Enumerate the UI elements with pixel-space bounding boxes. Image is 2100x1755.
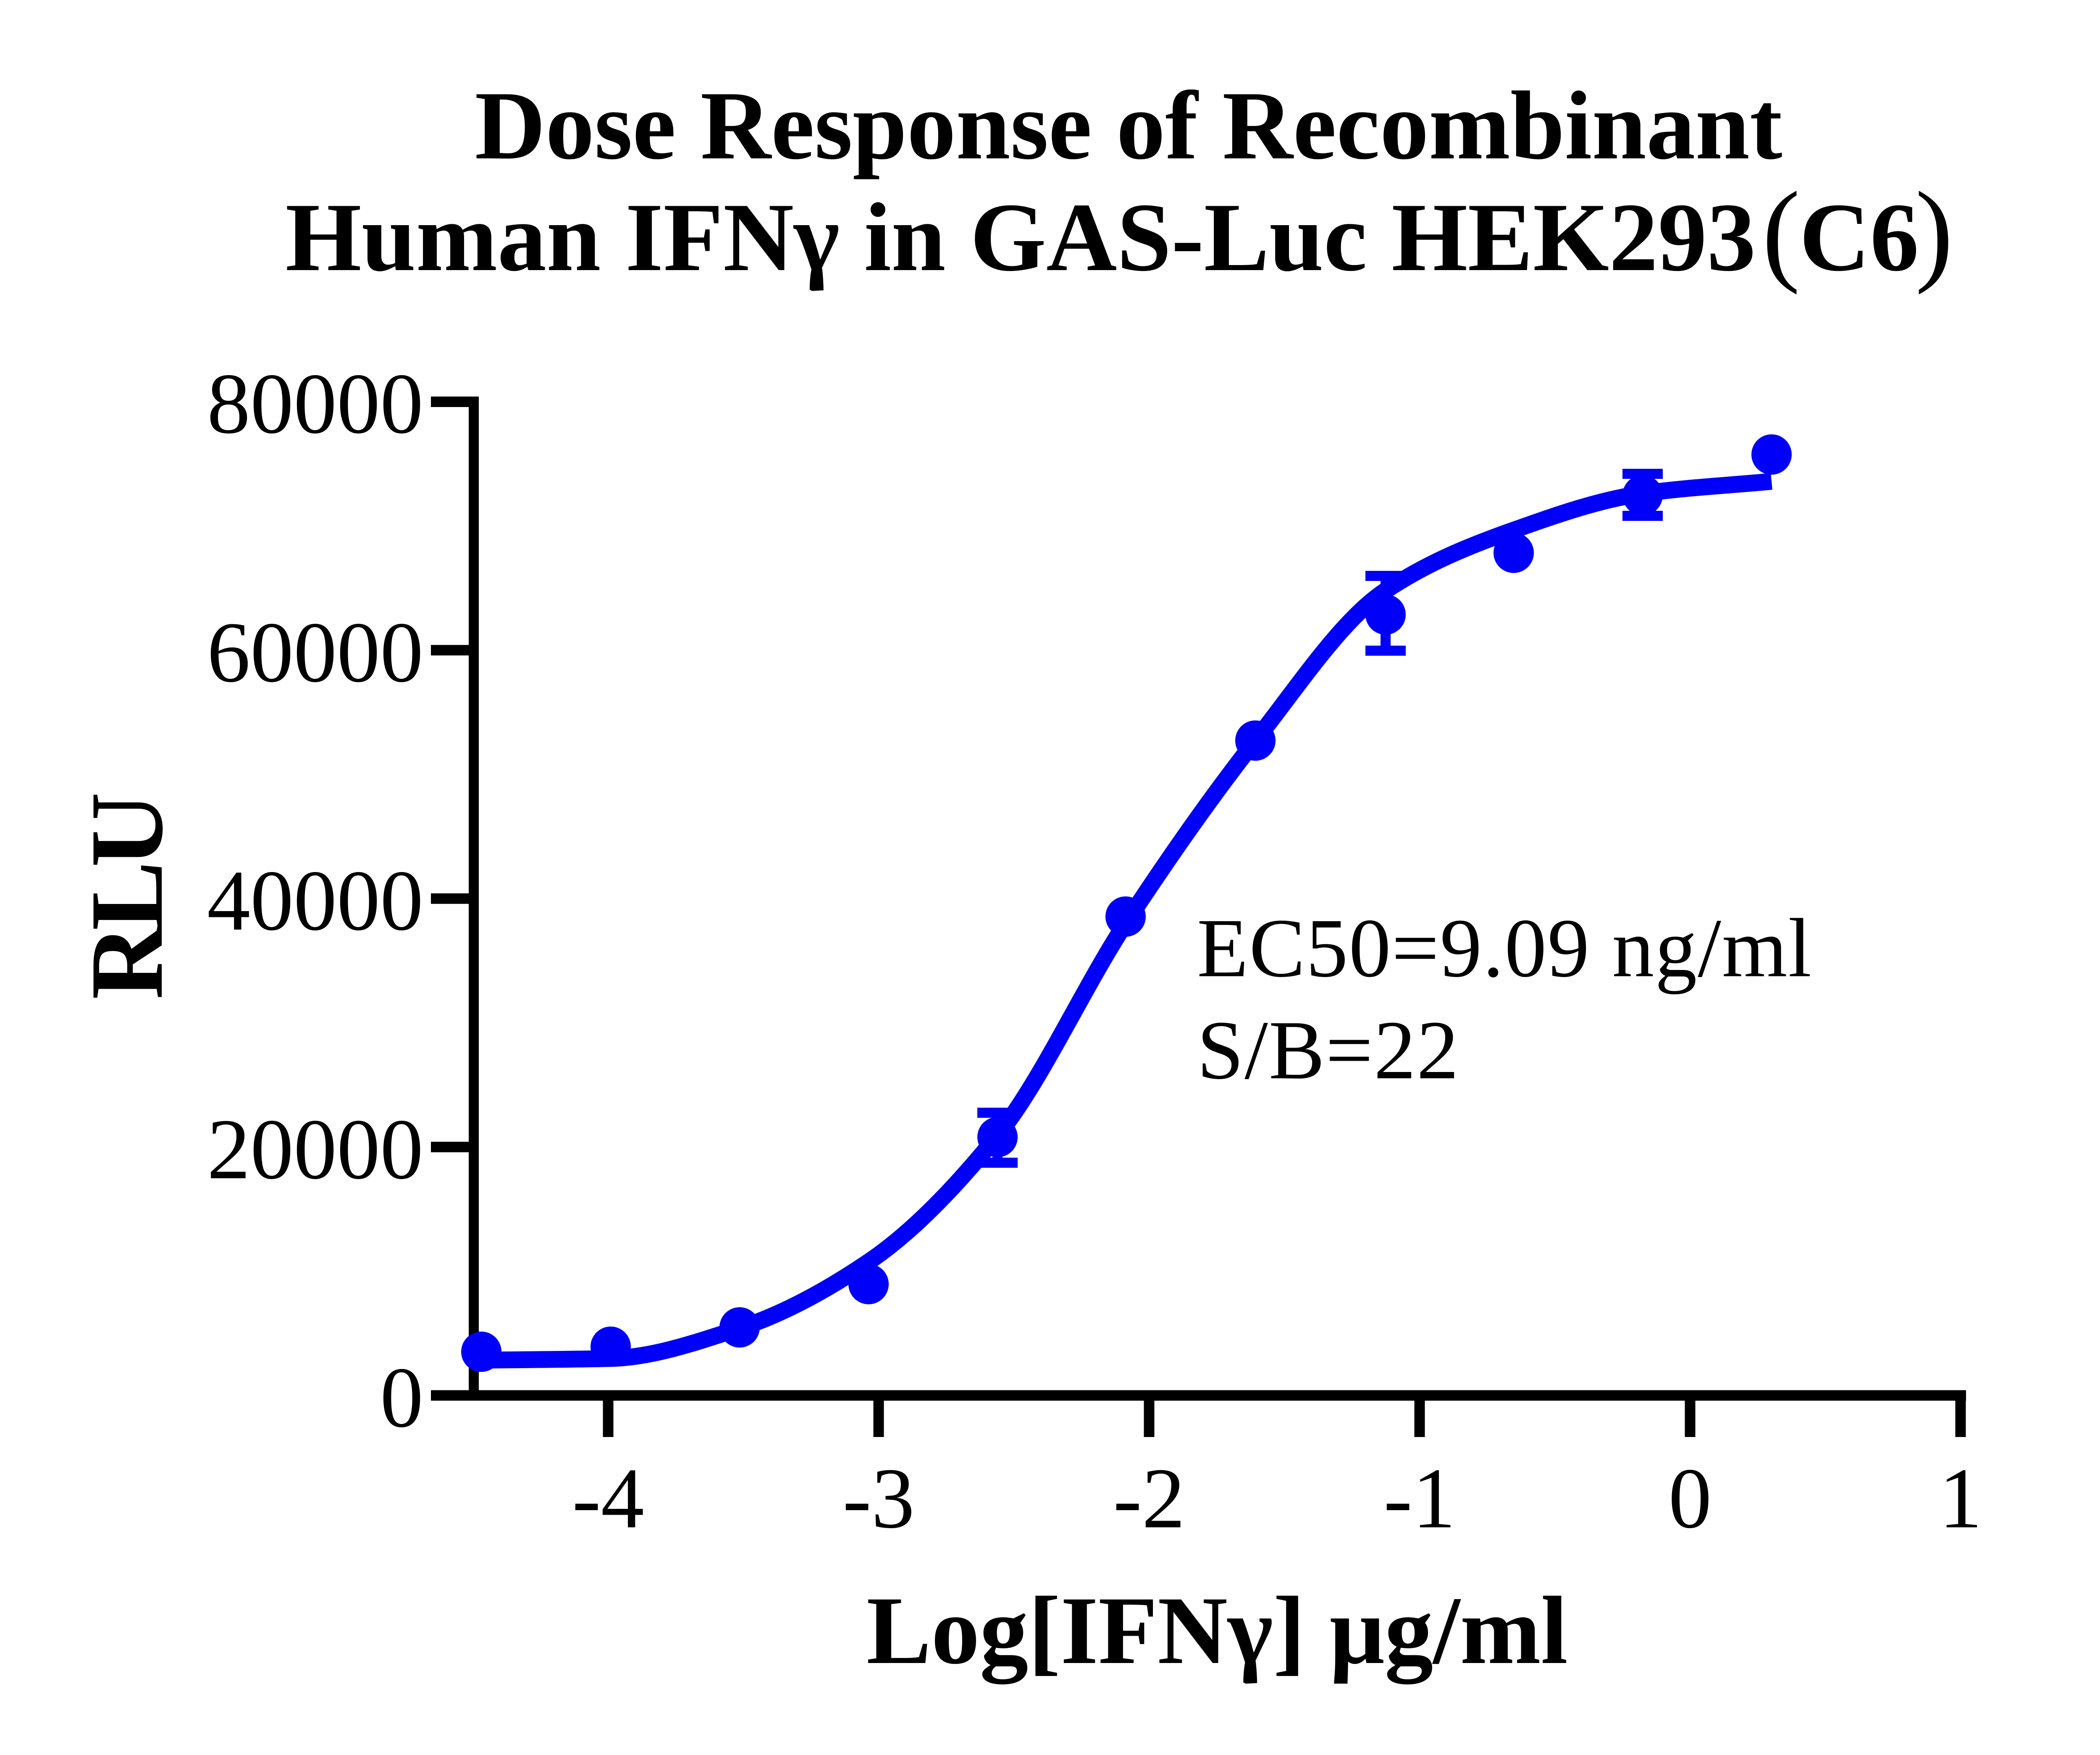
svg-text:RLU: RLU [69, 795, 184, 1000]
svg-text:60000: 60000 [207, 604, 423, 700]
svg-text:40000: 40000 [207, 852, 423, 948]
svg-text:-1: -1 [1383, 1450, 1456, 1546]
svg-text:Log[IFNγ] μg/ml: Log[IFNγ] μg/ml [866, 1576, 1568, 1684]
svg-text:Dose Response of Recombinant: Dose Response of Recombinant [475, 71, 1782, 180]
svg-text:Human IFNγ in GAS-Luc HEK293(C: Human IFNγ in GAS-Luc HEK293(C6) [286, 168, 1953, 295]
svg-text:0: 0 [380, 1349, 423, 1445]
svg-text:EC50=9.09 ng/ml: EC50=9.09 ng/ml [1197, 902, 1812, 995]
svg-text:1: 1 [1939, 1450, 1982, 1546]
svg-text:20000: 20000 [207, 1101, 423, 1197]
svg-text:80000: 80000 [207, 355, 423, 452]
svg-text:-3: -3 [843, 1450, 915, 1546]
svg-text:S/B=22: S/B=22 [1197, 1004, 1460, 1097]
svg-text:-2: -2 [1113, 1450, 1185, 1546]
svg-text:0: 0 [1669, 1450, 1712, 1546]
svg-text:-4: -4 [572, 1450, 644, 1546]
